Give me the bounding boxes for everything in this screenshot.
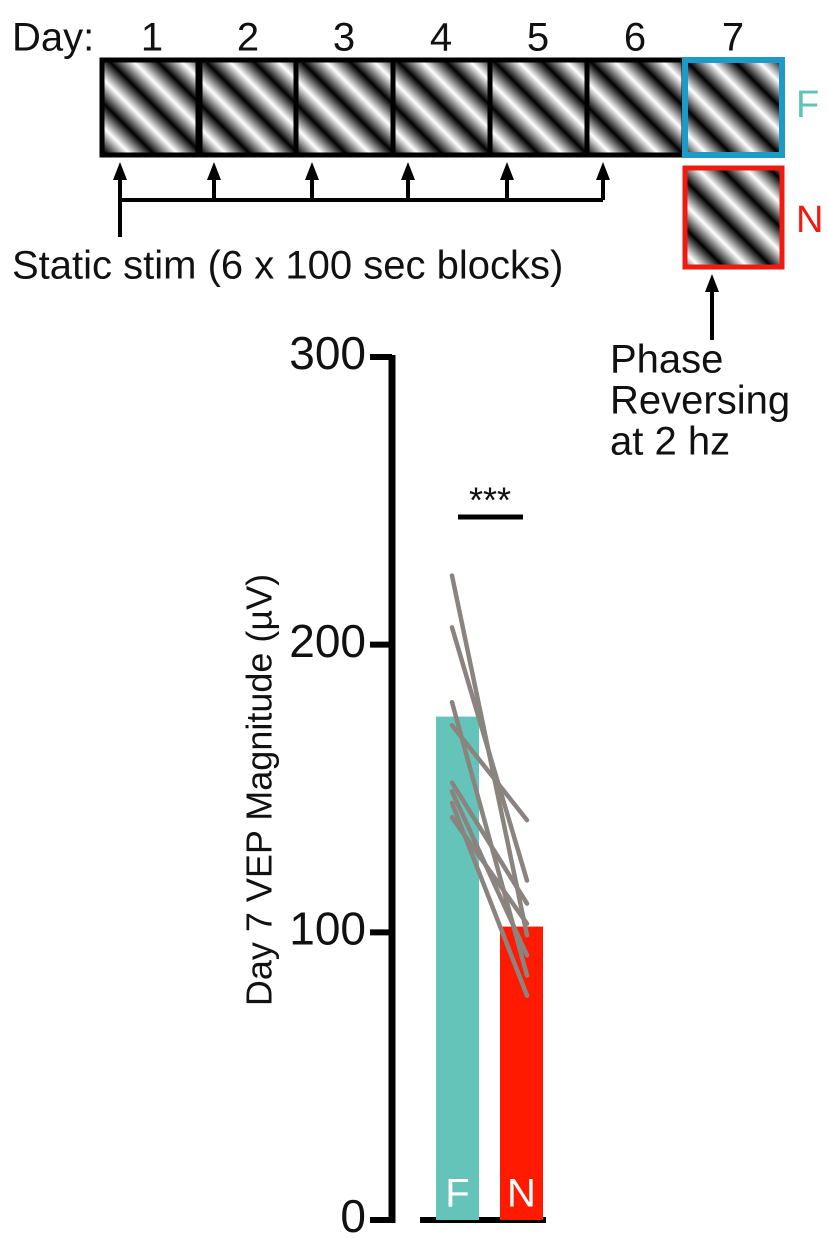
novel-block (682, 165, 785, 270)
day-number: 1 (141, 16, 163, 60)
grating-block (197, 57, 299, 158)
y-tick-label: 200 (289, 615, 366, 667)
day-number: 6 (624, 16, 646, 60)
day-numbers: 1 2 3 4 5 6 7 (141, 16, 744, 60)
phase-label: Reversing (610, 379, 790, 423)
grating-block (584, 57, 687, 158)
day-number: 5 (527, 16, 549, 60)
paired-line (449, 625, 530, 883)
schedule (99, 57, 785, 340)
paired-line (449, 780, 530, 906)
y-axis-label: Day 7 VEP Magnitude (µV) (239, 574, 280, 1006)
y-tick-label: 100 (289, 902, 366, 954)
y-tick-label: 0 (340, 1190, 366, 1238)
grating-block (293, 57, 396, 158)
familiar-label: F (796, 84, 819, 126)
day-label: Day: (12, 16, 94, 60)
bar-label: N (507, 1172, 536, 1216)
day-number: 3 (333, 16, 355, 60)
arrows (118, 168, 714, 340)
day-number: 4 (430, 16, 452, 60)
grating-block (390, 57, 493, 158)
phase-label: at 2 hz (610, 420, 730, 464)
day-number: 2 (237, 16, 259, 60)
chart: 0 100 200 300 F N *** (289, 327, 546, 1238)
grating-block (487, 57, 590, 158)
day-number: 7 (722, 16, 744, 60)
paired-line (449, 815, 530, 926)
static-label: Static stim (6 x 100 sec blocks) (12, 244, 563, 288)
novel-label: N (796, 199, 823, 241)
significance: *** (469, 480, 511, 521)
y-tick-label: 300 (289, 327, 366, 379)
bar-label: F (445, 1172, 469, 1216)
familiar-block (682, 57, 785, 158)
grating-block (99, 57, 201, 158)
phase-label: Phase (610, 338, 723, 382)
paired-line (449, 722, 530, 823)
